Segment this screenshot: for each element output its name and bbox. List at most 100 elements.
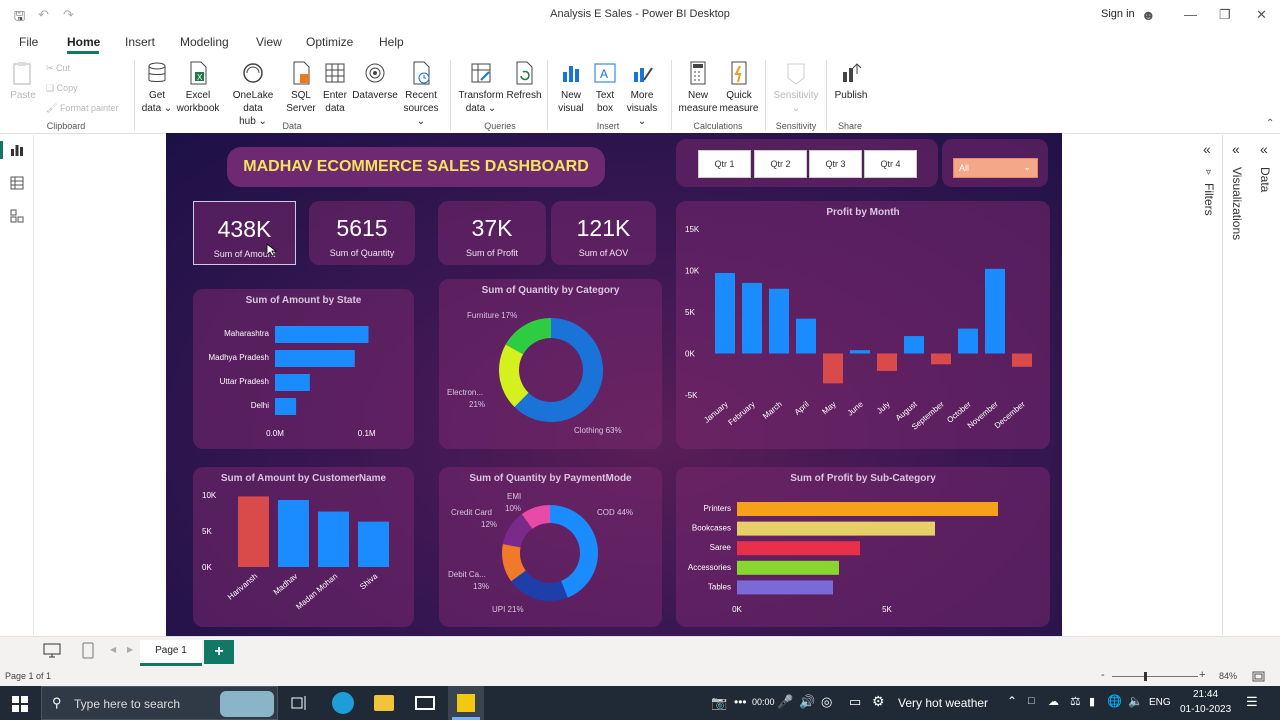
zoom-slider[interactable] [1112,676,1198,677]
cut-button[interactable]: ✂ Cut [46,63,71,73]
zoom-slider-thumb[interactable] [1144,672,1147,681]
undo-icon[interactable]: ↶ [38,7,49,22]
speaker-icon[interactable]: 🔊 [799,694,816,709]
expand-visualizations-icon[interactable]: « [1232,141,1240,157]
text-box-button[interactable]: A Text box [590,60,620,115]
transform-data-button[interactable]: Transform data ⌄ [458,60,504,115]
onelake-data-hub-button[interactable]: OneLake data hub ⌄ [222,60,284,128]
category-chart-title: Sum of Quantity by Category [481,285,620,296]
new-visual-button[interactable]: New visual [555,60,587,115]
filters-pane-tab[interactable]: Filters [1202,183,1216,216]
save-icon[interactable]: 🖫 [14,8,26,23]
collapse-ribbon-icon[interactable]: ⌃ [1266,118,1275,129]
expand-data-icon[interactable]: « [1260,141,1268,157]
menu-home[interactable]: Home [67,35,101,49]
account-icon[interactable]: ☻ [1141,7,1156,23]
taskbar-search[interactable]: ⚲ Type here to search [41,686,278,720]
quick-measure-button[interactable]: Quick measure [718,60,760,115]
publish-button[interactable]: Publish [832,60,870,102]
microphone-icon[interactable]: 🎤 [777,694,794,709]
volume-icon[interactable]: 🔈 [1128,694,1143,708]
kpi-card-profit[interactable]: 37K Sum of Profit [438,201,546,265]
prev-page-icon[interactable]: ◀ [110,645,117,654]
windows-start-icon[interactable] [12,696,28,712]
dataverse-button[interactable]: Dataverse [352,60,398,102]
slicer-dropdown[interactable]: All ⌄ [953,158,1038,178]
qtr2-button[interactable]: Qtr 2 [754,150,807,178]
menu-help[interactable]: Help [379,35,404,49]
visualizations-pane-tab[interactable]: Visualizations [1230,167,1244,241]
report-page: MADHAV ECOMMERCE SALES DASHBOARD Qtr 1 Q… [166,133,1062,637]
month-chart-card[interactable]: Profit by Month 15K 10K 5K 0K -5K January Febr… [676,201,1050,449]
close-icon[interactable]: ✕ [1256,7,1267,22]
desktop-layout-icon[interactable] [43,643,61,659]
minimize-icon[interactable]: — [1184,7,1197,22]
kpi-card-amount[interactable]: 438K Sum of Amount [193,201,296,265]
data-pane-tab[interactable]: Data [1258,167,1272,193]
network-globe-icon[interactable]: 🌐 [1107,694,1122,708]
edge-icon[interactable] [332,692,354,714]
paste-button[interactable]: Paste [8,60,38,102]
kpi-card-quantity[interactable]: 5615 Sum of Quantity [309,201,415,265]
expand-filters-icon[interactable]: « [1203,141,1211,157]
menu-file[interactable]: File [19,35,39,49]
qtr4-button[interactable]: Qtr 4 [864,150,917,178]
notifications-icon[interactable]: ☰ [1246,694,1258,709]
table-view-icon[interactable] [10,176,24,190]
maximize-icon[interactable]: ❐ [1219,7,1231,22]
settings-gear-icon[interactable]: ⚙ [872,693,885,709]
sign-in-link[interactable]: Sign in [1101,8,1135,20]
get-data-button[interactable]: Get data ⌄ [138,60,176,115]
window-icon[interactable]: ▭ [849,694,862,709]
sql-server-button[interactable]: SQL Server [286,60,316,115]
format-painter-button[interactable]: 🖌 Format painter [46,103,119,113]
powerbi-taskbar-button[interactable] [448,686,484,720]
tray-icon-1[interactable]: □ [1028,695,1035,707]
new-measure-button[interactable]: New measure [677,60,719,115]
camera-icon[interactable]: 📷 [711,695,728,710]
zoom-in-button[interactable]: + [1199,669,1206,681]
clock-date[interactable]: 01-10-2023 [1180,704,1232,715]
task-view-icon[interactable] [291,695,308,711]
mobile-layout-icon[interactable] [82,642,94,660]
refresh-button[interactable]: Refresh [506,60,542,102]
more-visuals-button[interactable]: More visuals ⌄ [622,60,662,128]
chevron-up-icon[interactable]: ⌃ [1007,694,1018,708]
dots-icon[interactable]: ••• [734,695,747,709]
page-tab-1[interactable]: Page 1 [140,640,202,666]
menu-view[interactable]: View [256,35,282,49]
customer-chart-card[interactable]: Sum of Amount by CustomerName 10K 5K 0K Har… [193,467,414,627]
enter-data-button[interactable]: Enter data [320,60,350,115]
zoom-out-button[interactable]: - [1101,669,1105,681]
mail-icon[interactable] [415,696,435,710]
sensitivity-button[interactable]: Sensitivity ⌄ [770,60,822,115]
webcam-icon[interactable]: ◎ [821,694,833,709]
language-indicator[interactable]: ENG [1149,697,1171,708]
subcat-chart-card[interactable]: Sum of Profit by Sub-Category Printers Bo… [676,467,1050,627]
menu-insert[interactable]: Insert [125,35,156,49]
menu-modeling[interactable]: Modeling [180,35,229,49]
clock-time[interactable]: 21:44 [1193,689,1219,700]
file-explorer-icon[interactable] [374,695,394,711]
category-chart-card[interactable]: Sum of Quantity by Category Clothing 63%… [439,279,662,449]
fit-to-page-icon[interactable] [1252,671,1265,682]
excel-workbook-button[interactable]: X Excel workbook [176,60,220,115]
tray-icon-2[interactable]: ⚖ [1070,694,1081,708]
battery-icon[interactable]: ▮ [1089,696,1096,708]
copy-button[interactable]: ❏ Copy [46,83,78,93]
model-view-icon[interactable] [10,209,24,223]
qtr1-button[interactable]: Qtr 1 [698,150,751,178]
qtr3-button[interactable]: Qtr 3 [809,150,862,178]
weather-text[interactable]: Very hot weather [898,696,989,710]
report-view-icon[interactable] [10,143,24,157]
add-page-button[interactable]: + [204,640,234,664]
payment-donut-chart: COD 44% UPI 21% Debit Ca... 13% Credit Card 1… [448,492,633,614]
recent-sources-button[interactable]: Recent sources ⌄ [398,60,444,128]
cloud-icon[interactable]: ☁ [1048,696,1059,708]
state-chart-card[interactable]: Sum of Amount by State Maharashtra Madhya… [193,289,414,449]
next-page-icon[interactable]: ▶ [127,645,134,654]
redo-icon[interactable]: ↷ [63,7,74,22]
menu-optimize[interactable]: Optimize [306,35,354,49]
kpi-card-aov[interactable]: 121K Sum of AOV [551,201,656,265]
payment-chart-card[interactable]: Sum of Quantity by PaymentMode COD 44% UP… [439,467,662,627]
